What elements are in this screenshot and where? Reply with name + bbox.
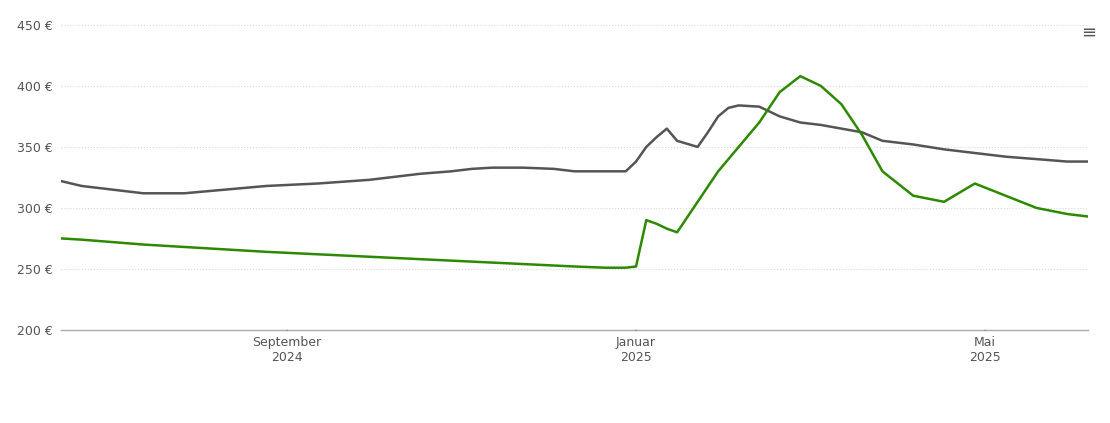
Text: Januar
2025: Januar 2025 xyxy=(616,336,656,364)
Text: ≡: ≡ xyxy=(1081,23,1097,41)
Text: Mai
2025: Mai 2025 xyxy=(969,336,1001,364)
Text: September
2024: September 2024 xyxy=(252,336,322,364)
